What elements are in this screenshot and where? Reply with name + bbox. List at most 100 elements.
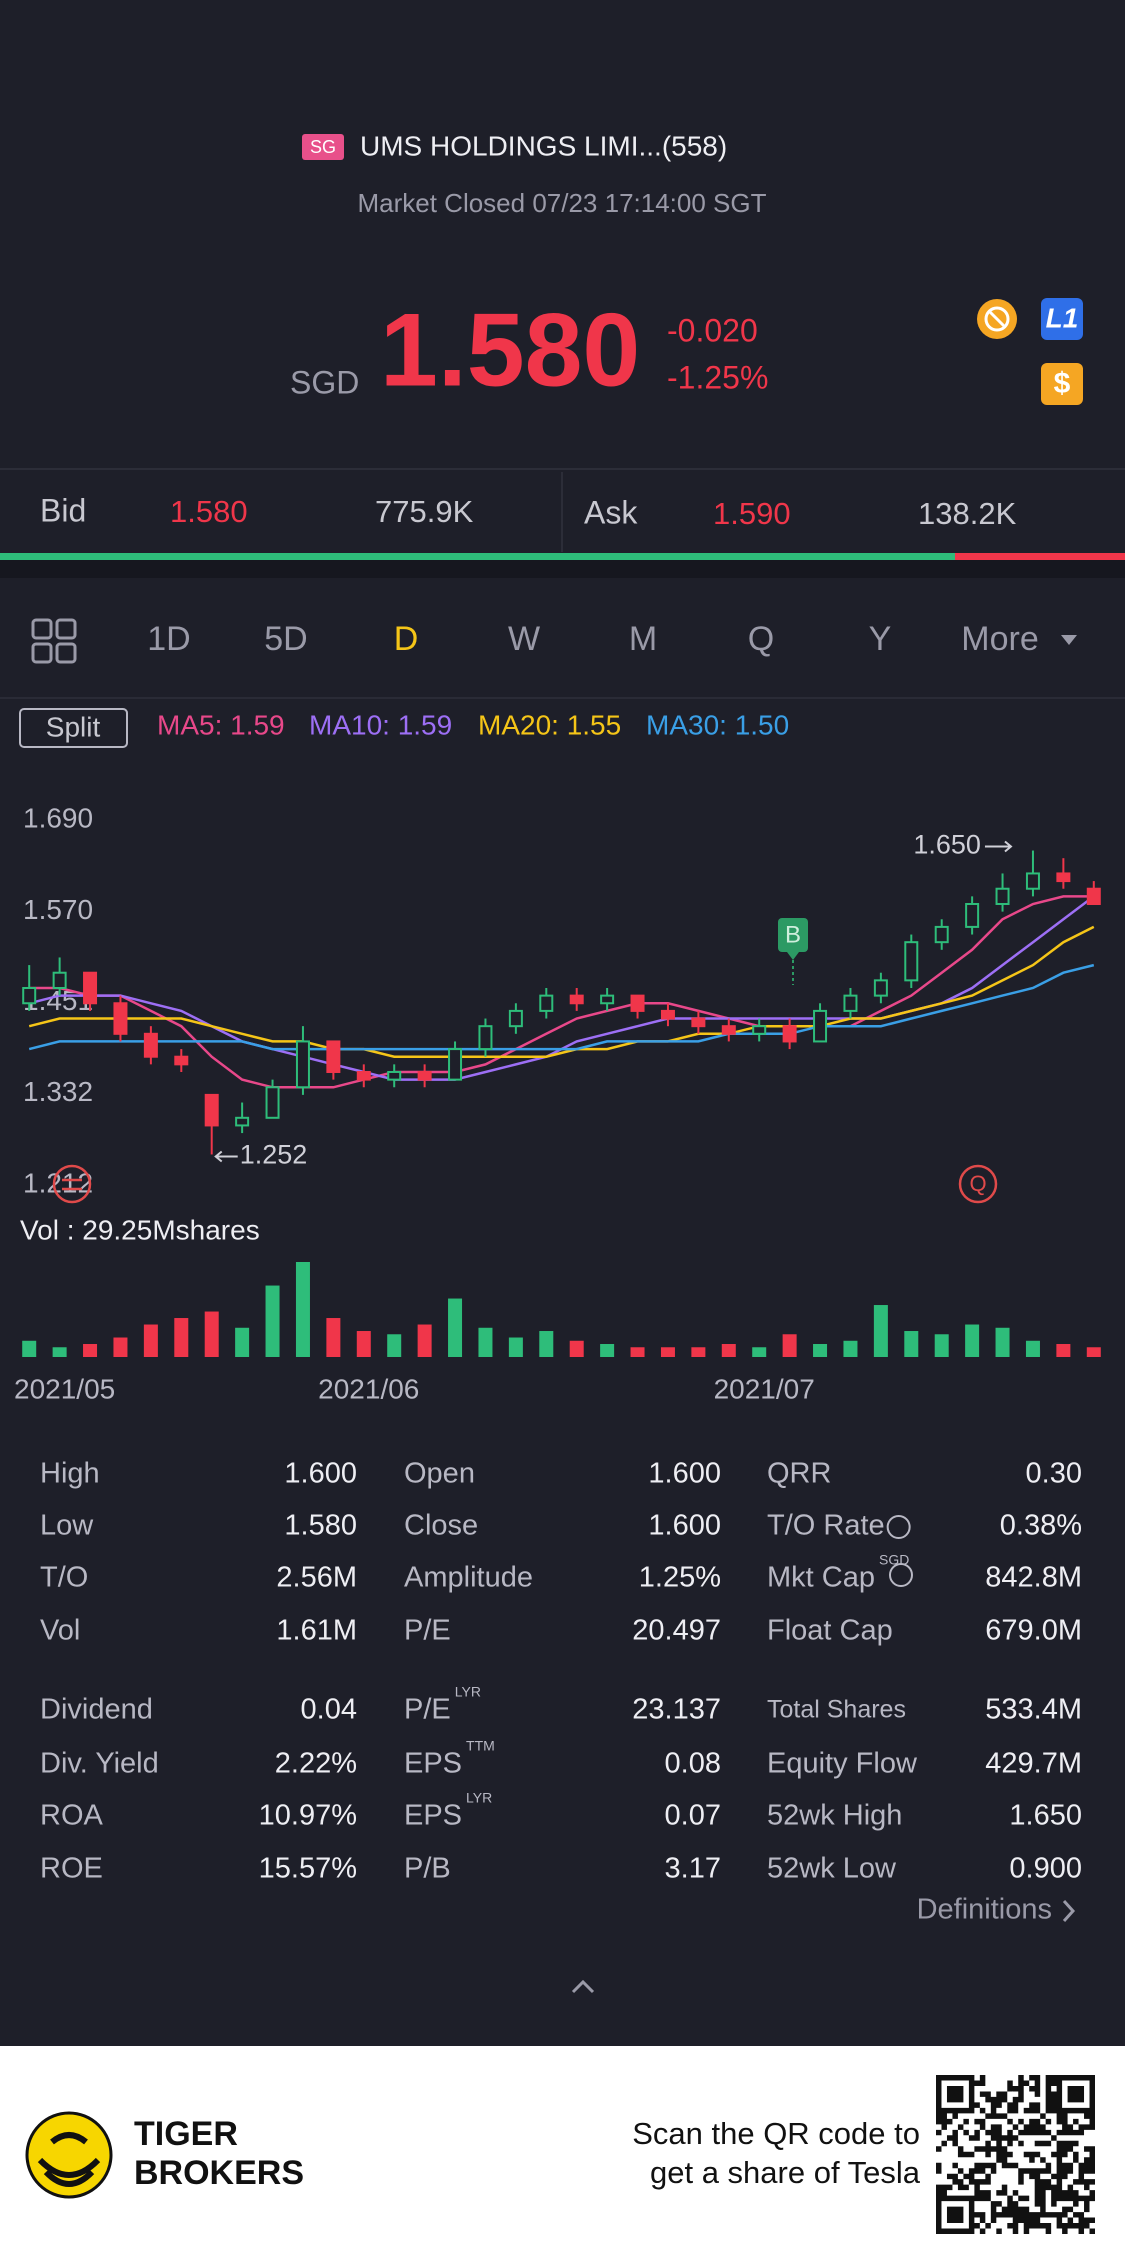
candle-body [22, 986, 37, 1005]
period-tab[interactable]: W [508, 620, 540, 658]
candle-body [448, 1048, 463, 1081]
currency-badge[interactable] [1041, 363, 1083, 405]
volume-bar [478, 1327, 493, 1357]
bid-size: 775.9K [375, 494, 474, 529]
volume-bar [539, 1331, 554, 1357]
stat-value: 533.4M [985, 1694, 1082, 1726]
period-tab[interactable]: D [394, 620, 419, 658]
ma-line [28, 963, 1095, 1051]
stat-value: 0.07 [665, 1800, 721, 1832]
volume-bar [934, 1334, 949, 1357]
stat-value: 1.650 [1009, 1800, 1082, 1832]
candle-body [83, 971, 98, 1005]
period-tab[interactable]: Q [748, 620, 774, 658]
volume-bar [1056, 1344, 1071, 1357]
period-tab[interactable]: More [961, 620, 1038, 658]
candle-body [174, 1055, 189, 1066]
volume-bar [174, 1318, 189, 1357]
volume-bar [326, 1318, 341, 1357]
stat-label: 52wk Low [767, 1853, 897, 1885]
brand-logo-stripes [37, 2132, 101, 2187]
volume-bar [448, 1298, 463, 1357]
candle-body [235, 1116, 250, 1127]
stat-value: 15.57% [259, 1853, 357, 1885]
separator-band [0, 560, 1125, 578]
layout-icon[interactable] [55, 642, 77, 664]
stat-value: 679.0M [985, 1615, 1082, 1647]
split-button[interactable] [19, 708, 128, 748]
level-badge[interactable] [1041, 298, 1083, 340]
ma-legend: MA30: 1.50 [646, 709, 789, 740]
info-icon[interactable] [886, 1515, 911, 1539]
volume-bar [52, 1347, 67, 1357]
buy-marker-pointer [787, 952, 799, 960]
ma-line [28, 925, 1095, 1058]
event-icon[interactable] [52, 1164, 92, 1204]
buy-marker[interactable] [778, 918, 808, 952]
stat-value: 1.600 [284, 1458, 357, 1490]
x-tick-label: 2021/07 [714, 1373, 815, 1404]
stat-value: 20.497 [632, 1615, 721, 1647]
event-icon[interactable] [958, 1164, 998, 1204]
price-change: -0.020 [667, 312, 758, 348]
brand-name: TIGER [134, 2115, 238, 2153]
volume-bar [660, 1347, 675, 1357]
currency: SGD [290, 364, 359, 400]
stock-title: UMS HOLDINGS LIMI...(558) [360, 130, 727, 161]
ma-line [29, 895, 1094, 1089]
candle-body [52, 971, 67, 989]
stat-value: 1.600 [648, 1510, 721, 1542]
market-status: Market Closed 07/23 17:14:00 SGT [357, 188, 766, 218]
volume-bar [752, 1347, 767, 1357]
candle-body [508, 1009, 523, 1028]
event-icon-text: Q [969, 1171, 986, 1196]
definitions-link[interactable]: Definitions [917, 1894, 1052, 1926]
stat-label: EPS [404, 1800, 462, 1832]
split-button-text[interactable]: Split [46, 711, 101, 742]
layout-icon[interactable] [55, 618, 77, 640]
candle-body [995, 887, 1010, 905]
definitions-chevron[interactable] [1062, 1899, 1076, 1923]
volume-bar [295, 1262, 310, 1357]
volume-bar [235, 1327, 250, 1357]
ask-label: Ask [584, 494, 638, 530]
candle-body [965, 902, 980, 928]
period-tab[interactable]: 1D [147, 620, 190, 658]
stat-label: Mkt Cap [767, 1562, 875, 1594]
collapse-chevron[interactable] [571, 1979, 595, 1994]
layout-icon[interactable] [31, 642, 53, 664]
price: 1.580 [380, 292, 640, 408]
volume-bar [387, 1334, 402, 1357]
y-tick-label: 1.570 [23, 894, 93, 925]
period-tab[interactable]: M [629, 620, 657, 658]
stat-label-superscript: TTM [466, 1738, 495, 1754]
stat-label: Equity Flow [767, 1748, 918, 1780]
stat-label: Div. Yield [40, 1748, 159, 1780]
volume-bar [1025, 1340, 1040, 1357]
candle-body [752, 1025, 767, 1035]
stat-label: ROE [40, 1853, 103, 1885]
market-badge-text: SG [310, 137, 336, 157]
stat-value: 23.137 [632, 1694, 721, 1726]
stat-value: 0.30 [1026, 1458, 1082, 1490]
dropdown-arrow[interactable] [1061, 635, 1077, 645]
candle-body [569, 994, 584, 1005]
layout-icon[interactable] [31, 618, 53, 640]
stat-value: 2.22% [275, 1748, 357, 1780]
candle-body [113, 1002, 128, 1035]
period-tab[interactable]: Y [869, 620, 892, 658]
stat-value: 0.08 [665, 1748, 721, 1780]
candle-body [326, 1040, 341, 1073]
ask-size: 138.2K [918, 496, 1017, 531]
candle-body [1086, 887, 1101, 905]
volume-bar [782, 1334, 797, 1357]
ask-price: 1.590 [713, 496, 791, 531]
period-tab[interactable]: 5D [264, 620, 307, 658]
candle-body [630, 994, 645, 1012]
x-tick-label: 2021/06 [318, 1373, 419, 1404]
bid-price: 1.580 [170, 494, 248, 529]
volume-bar [904, 1331, 919, 1357]
info-icon[interactable] [888, 1563, 913, 1587]
volume-bar [417, 1324, 432, 1357]
candle-body [295, 1040, 310, 1089]
